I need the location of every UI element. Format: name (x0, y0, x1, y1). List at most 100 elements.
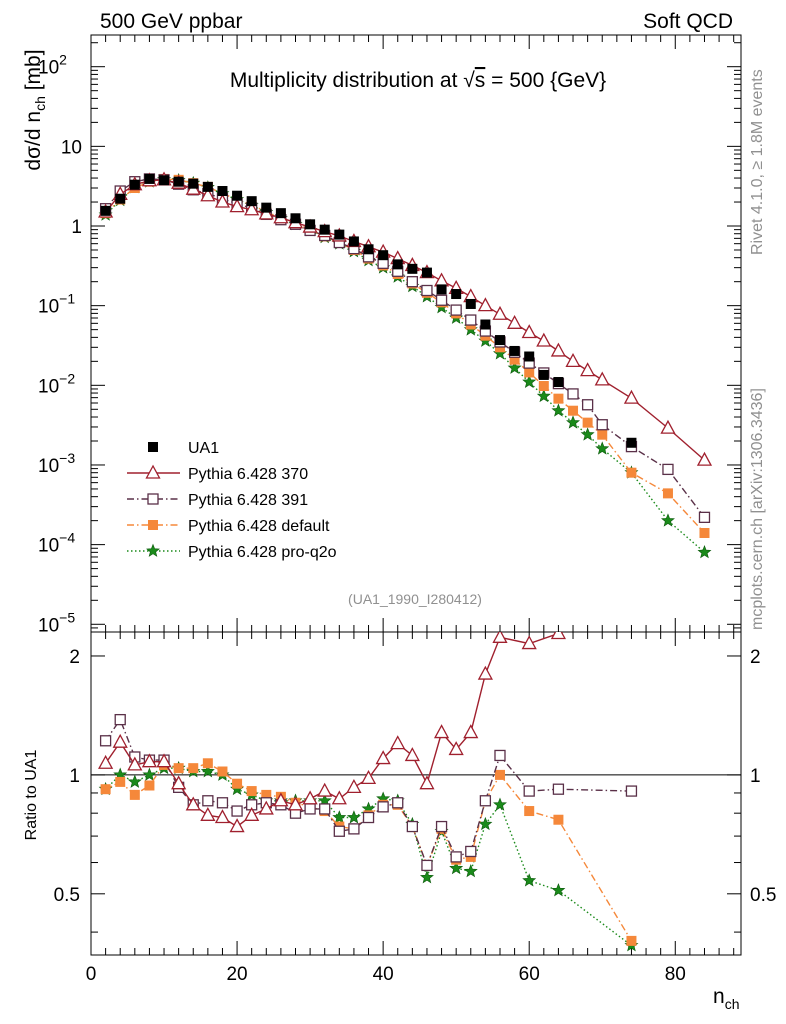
data-point (392, 259, 403, 270)
main-plot-frame (90, 34, 742, 633)
data-point (550, 342, 567, 357)
ratio-y-axis-label: Ratio to UA1 (23, 750, 40, 841)
data-point (246, 786, 257, 797)
data-point (216, 797, 229, 809)
data-point (333, 825, 345, 837)
data-point (538, 369, 549, 380)
data-point (419, 870, 434, 884)
data-point (477, 297, 493, 312)
data-point (188, 763, 199, 774)
data-point (214, 193, 231, 208)
data-point (346, 810, 361, 824)
legend-label: Pythia 6.428 391 (188, 492, 308, 509)
data-point (144, 173, 155, 184)
data-point (465, 298, 476, 309)
data-point (406, 276, 418, 288)
data-point (550, 632, 567, 640)
data-point (662, 488, 673, 499)
data-point (463, 724, 479, 739)
data-point (493, 797, 507, 811)
data-point (141, 753, 158, 768)
data-point (148, 520, 158, 530)
data-point (148, 442, 158, 452)
legend-item: UA1 (148, 440, 219, 457)
series-pythia-6-428-370 (98, 171, 713, 466)
data-point (363, 244, 374, 255)
data-point (477, 665, 493, 680)
data-point (509, 354, 520, 365)
data-point (112, 733, 128, 748)
data-point (129, 789, 140, 800)
data-point (319, 803, 331, 815)
data-point (304, 803, 316, 815)
data-point (331, 790, 347, 805)
data-point (100, 784, 111, 795)
data-point (232, 778, 243, 789)
data-point (449, 861, 464, 875)
ratio-tick-label: 1 (750, 766, 761, 787)
data-point (566, 415, 580, 429)
y-tick-mantissa: 10 (38, 376, 59, 397)
data-point (551, 883, 566, 897)
data-point (348, 823, 360, 835)
data-point (553, 393, 564, 404)
data-point (229, 198, 245, 213)
y-axis-label-sub: ch (32, 96, 48, 111)
ratio-tick-label: 1 (69, 766, 80, 787)
data-point (302, 790, 318, 805)
data-point (480, 319, 491, 330)
process-label: Soft QCD (643, 10, 733, 33)
data-point (433, 724, 450, 739)
x-tick-label: 0 (86, 964, 97, 985)
data-point (494, 749, 506, 762)
data-point (582, 417, 593, 428)
data-point (142, 767, 157, 781)
data-point (147, 493, 159, 505)
data-point (390, 735, 406, 750)
y-axis-label-unit: [mb] (22, 49, 45, 96)
data-point (273, 792, 289, 807)
data-point (261, 202, 272, 213)
data-point (332, 810, 347, 824)
data-point (317, 782, 333, 797)
ratio-tick-label: 2 (750, 647, 761, 668)
data-point (581, 399, 594, 411)
data-point (524, 806, 535, 817)
data-point (465, 845, 477, 858)
data-point (115, 193, 126, 204)
ratio-plot-frame (90, 631, 742, 956)
data-point (188, 178, 199, 189)
y-tick-mantissa: 10 (38, 58, 59, 79)
chart-title: Multiplicity distribution at √s = 500 {G… (230, 69, 606, 92)
ratio-data (98, 632, 639, 952)
y-tick-mantissa: 10 (38, 297, 59, 318)
data-point (231, 805, 243, 817)
data-point (521, 324, 537, 339)
data-point (217, 186, 228, 197)
y-tick-label: 10−3 (38, 450, 75, 477)
data-point (597, 429, 608, 440)
y-tick-mantissa: 10 (38, 536, 59, 557)
title-s: s (475, 69, 486, 92)
x-tick-label: 80 (665, 964, 686, 985)
main-data (98, 171, 713, 559)
legend-label: UA1 (188, 440, 219, 457)
x-axis-label: nch (713, 985, 739, 1012)
data-point (626, 437, 637, 448)
data-point (232, 190, 243, 201)
data-point (406, 820, 418, 833)
data-point (626, 935, 637, 946)
data-point (463, 864, 478, 878)
data-point (553, 814, 564, 825)
data-point (580, 427, 595, 441)
data-point (305, 219, 316, 230)
data-point (392, 797, 404, 809)
series-line (105, 179, 705, 461)
data-point (580, 362, 596, 377)
data-point (522, 374, 537, 388)
data-point (492, 305, 508, 320)
ratio-series-pythia-6-428-391 (99, 713, 638, 872)
data-point (246, 196, 257, 207)
x-tick-label: 60 (519, 964, 540, 985)
